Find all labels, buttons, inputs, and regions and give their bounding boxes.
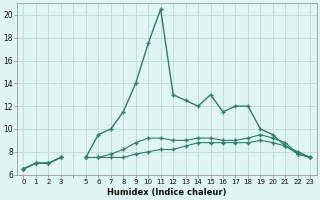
X-axis label: Humidex (Indice chaleur): Humidex (Indice chaleur) (107, 188, 227, 197)
